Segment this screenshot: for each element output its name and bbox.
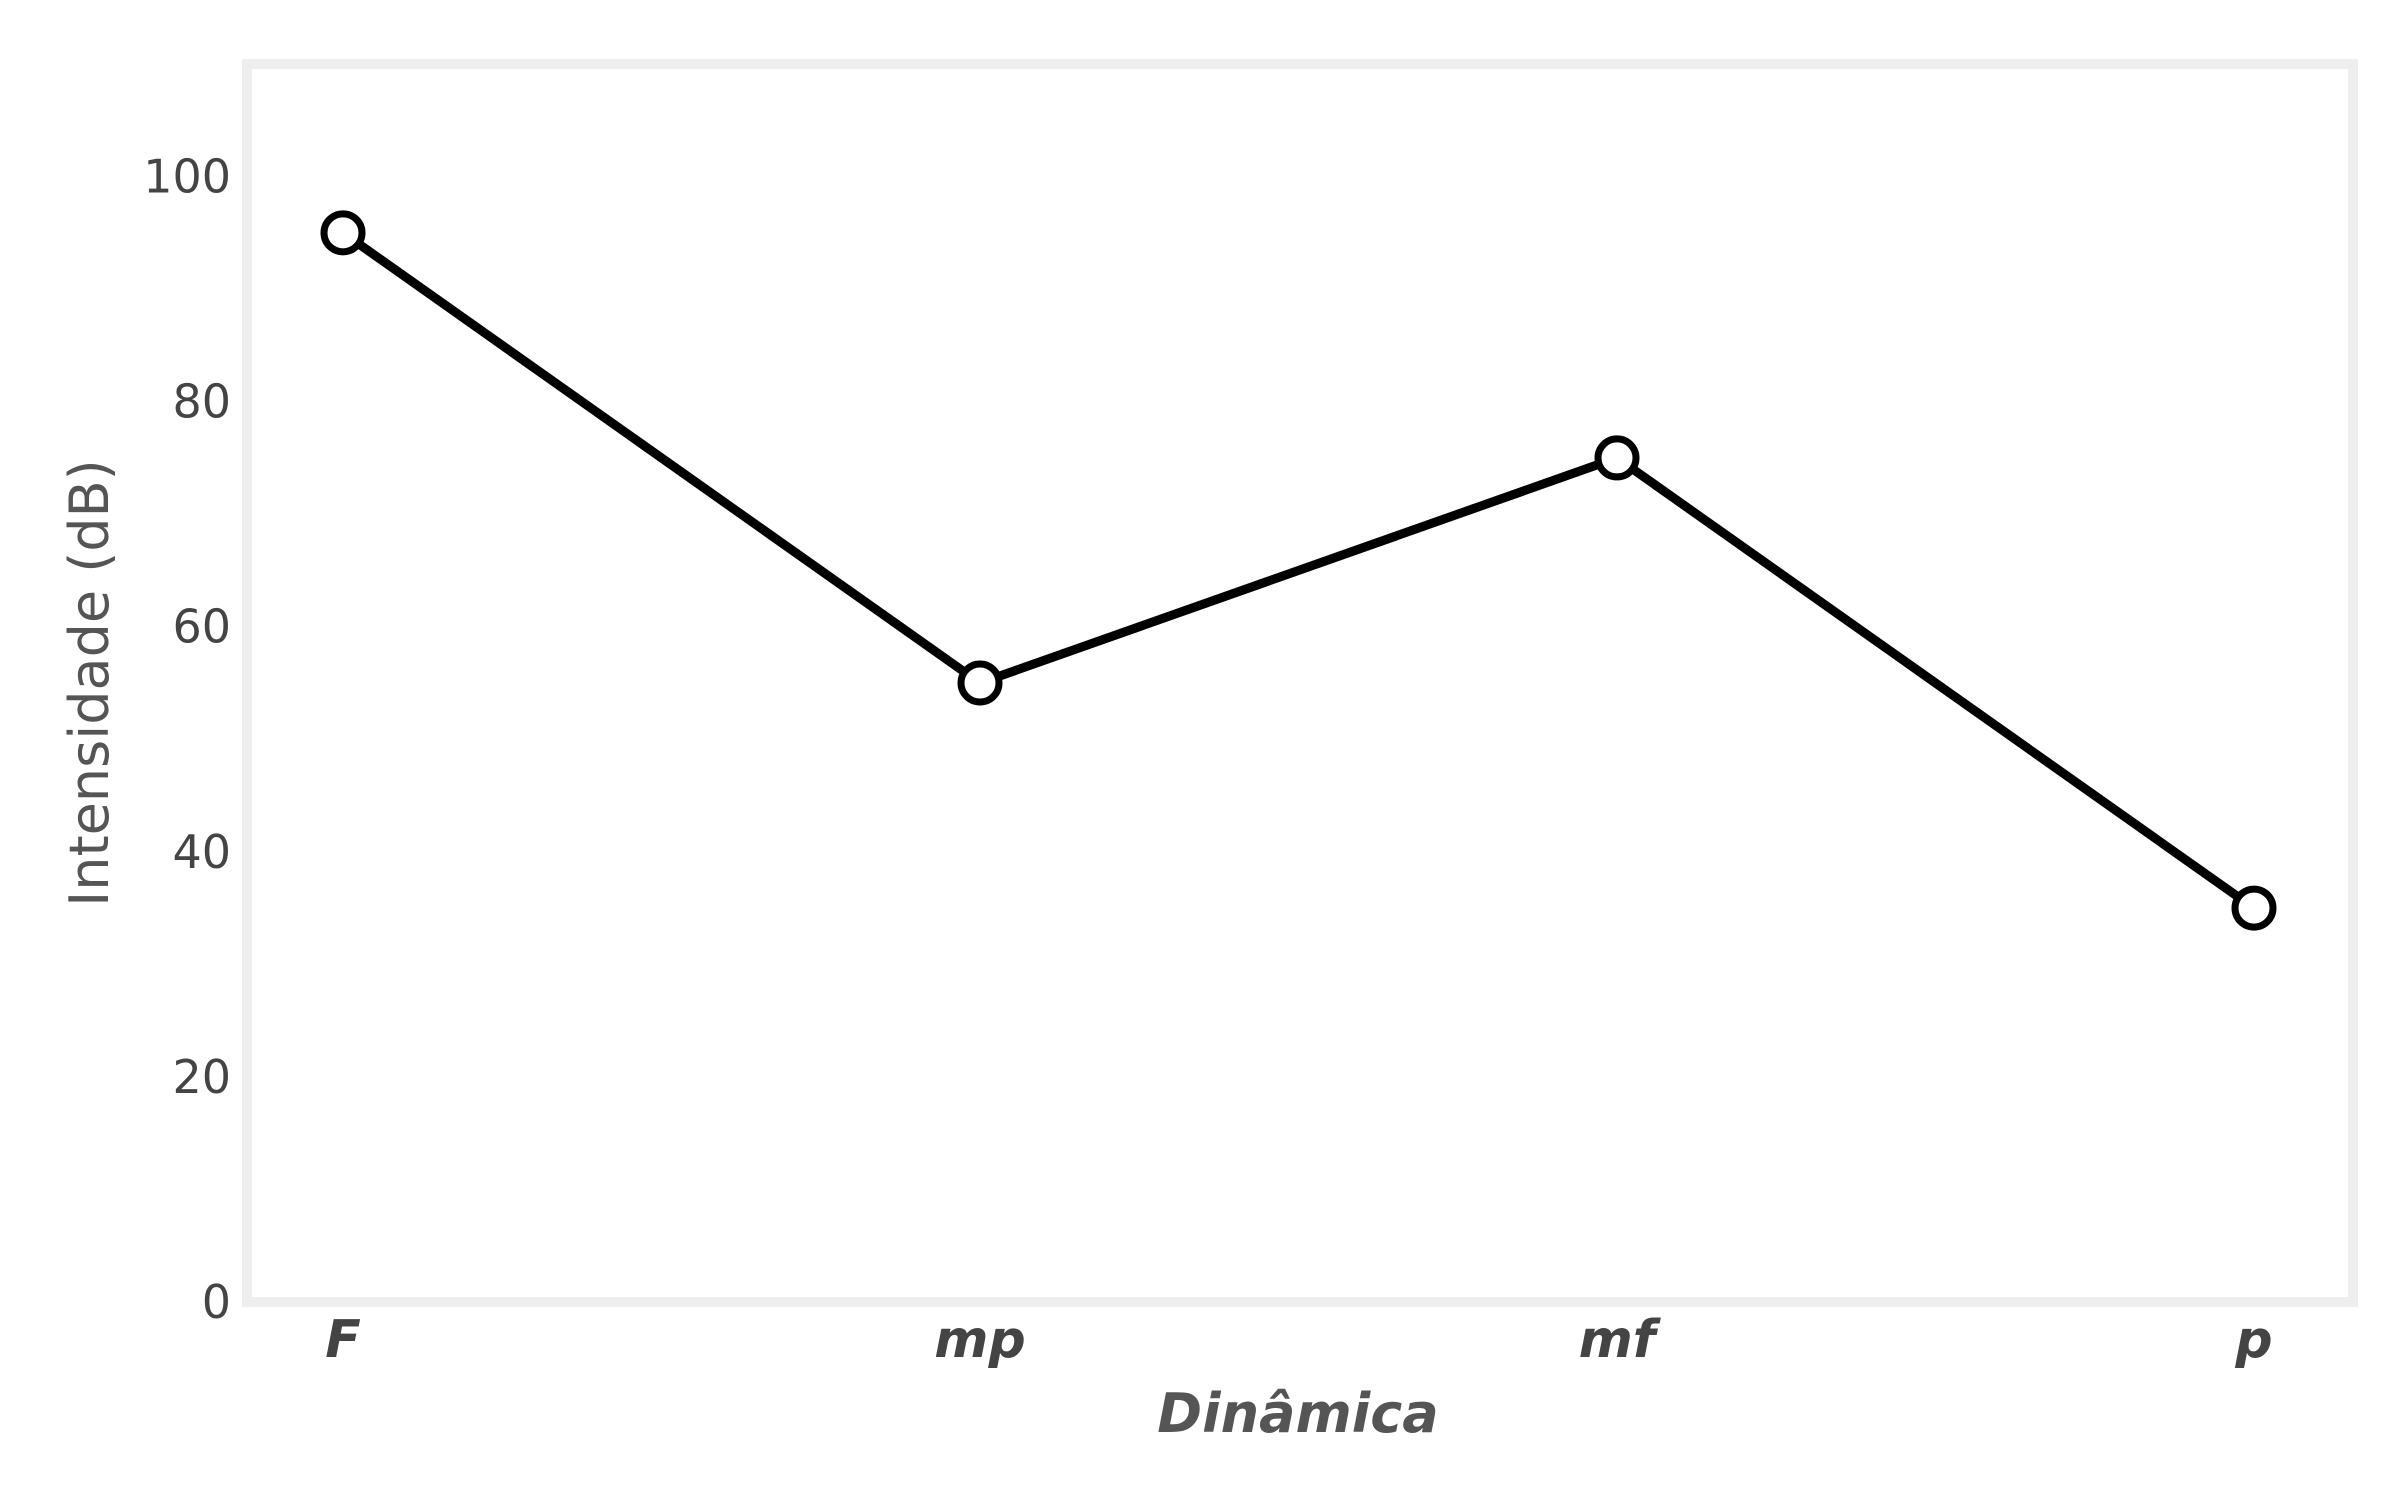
x-tick-label-mp: mp — [934, 1310, 1025, 1370]
y-tick-label: 20 — [172, 1050, 231, 1104]
data-point-F — [320, 210, 366, 256]
y-axis-title: Intensidade (dB) — [58, 459, 121, 906]
series-line — [338, 228, 2259, 913]
data-point-mf — [1594, 435, 1640, 481]
x-axis-title: Dinâmica — [1157, 1382, 1438, 1445]
y-tick-label: 100 — [143, 150, 231, 204]
x-tick-label-F: F — [325, 1310, 361, 1370]
data-point-mp — [957, 660, 1003, 706]
x-tick-label-mf: mf — [1579, 1310, 1662, 1370]
y-tick-label: 80 — [172, 375, 231, 429]
y-axis-ticks: 0 20 40 60 80 100 — [143, 150, 231, 1329]
series-layer — [320, 210, 2277, 931]
data-point-p — [2231, 885, 2277, 931]
y-tick-label: 40 — [172, 825, 231, 879]
y-tick-label: 60 — [172, 600, 231, 654]
y-tick-label: 0 — [202, 1275, 231, 1329]
x-tick-label-p: p — [2234, 1310, 2272, 1370]
plot-frame — [242, 59, 2358, 1307]
